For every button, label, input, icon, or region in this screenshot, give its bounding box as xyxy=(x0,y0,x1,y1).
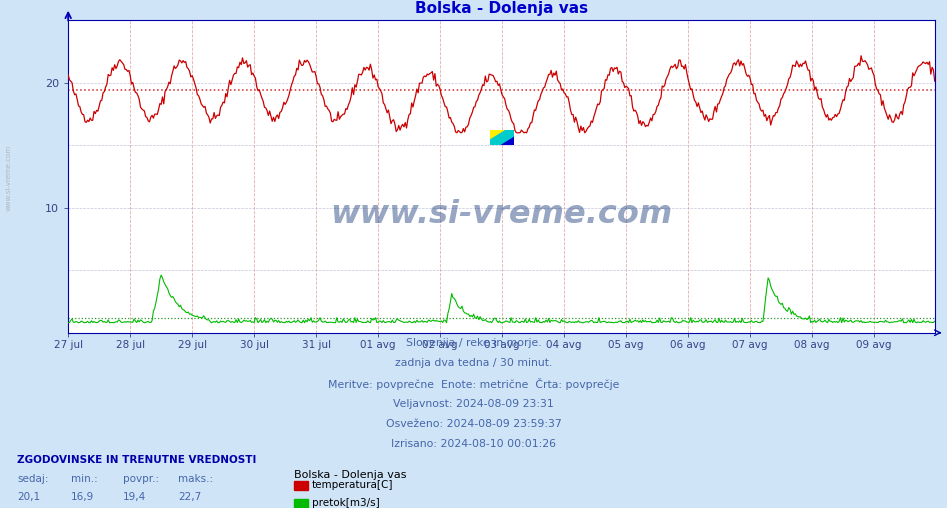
Text: temperatura[C]: temperatura[C] xyxy=(312,480,393,490)
Polygon shape xyxy=(491,130,514,145)
Text: Meritve: povprečne  Enote: metrične  Črta: povprečje: Meritve: povprečne Enote: metrične Črta:… xyxy=(328,378,619,391)
Text: www.si-vreme.com: www.si-vreme.com xyxy=(331,199,672,230)
Text: sedaj:: sedaj: xyxy=(17,474,48,484)
Title: Bolska - Dolenja vas: Bolska - Dolenja vas xyxy=(415,2,588,16)
Polygon shape xyxy=(491,130,514,145)
Text: povpr.:: povpr.: xyxy=(123,474,159,484)
Text: Bolska - Dolenja vas: Bolska - Dolenja vas xyxy=(294,469,406,480)
Text: 16,9: 16,9 xyxy=(71,492,95,502)
Text: zadnja dva tedna / 30 minut.: zadnja dva tedna / 30 minut. xyxy=(395,358,552,368)
Polygon shape xyxy=(491,130,514,145)
Text: www.si-vreme.com: www.si-vreme.com xyxy=(6,145,11,211)
Text: min.:: min.: xyxy=(71,474,98,484)
Text: Izrisano: 2024-08-10 00:01:26: Izrisano: 2024-08-10 00:01:26 xyxy=(391,439,556,450)
Text: maks.:: maks.: xyxy=(178,474,213,484)
Text: Veljavnost: 2024-08-09 23:31: Veljavnost: 2024-08-09 23:31 xyxy=(393,399,554,409)
Text: Slovenija / reke in morje.: Slovenija / reke in morje. xyxy=(405,338,542,348)
Text: ZGODOVINSKE IN TRENUTNE VREDNOSTI: ZGODOVINSKE IN TRENUTNE VREDNOSTI xyxy=(17,455,257,465)
Text: Osveženo: 2024-08-09 23:59:37: Osveženo: 2024-08-09 23:59:37 xyxy=(385,419,562,429)
Text: 19,4: 19,4 xyxy=(123,492,147,502)
Text: 20,1: 20,1 xyxy=(17,492,40,502)
Text: pretok[m3/s]: pretok[m3/s] xyxy=(312,498,380,508)
Text: 22,7: 22,7 xyxy=(178,492,202,502)
